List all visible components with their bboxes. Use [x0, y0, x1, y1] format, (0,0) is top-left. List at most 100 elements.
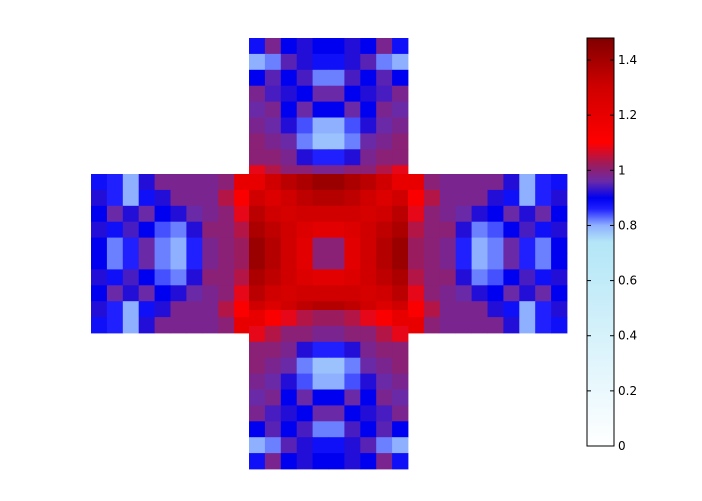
heatmap-cell [91, 205, 108, 223]
heatmap-cell [154, 253, 171, 270]
heatmap-cell [312, 341, 329, 359]
heatmap-cell [519, 285, 536, 302]
heatmap-cell [280, 269, 298, 286]
heatmap-cell [312, 421, 329, 438]
heatmap-cell [296, 189, 313, 207]
heatmap-cell [471, 174, 488, 191]
colorbar-tick-label: 0 [618, 439, 626, 453]
heatmap-cell [376, 69, 393, 87]
heatmap-cell [392, 174, 409, 191]
heatmap-cell [264, 253, 282, 270]
heatmap-cell [392, 149, 409, 166]
heatmap-cell [392, 237, 409, 254]
heatmap-cell [360, 205, 377, 223]
heatmap-cell [471, 189, 488, 207]
heatmap-cell [312, 405, 329, 422]
heatmap-cell [344, 405, 361, 422]
heatmap-cell [296, 373, 313, 390]
heatmap-cell [234, 301, 251, 318]
heatmap-cell [439, 285, 457, 302]
heatmap-cell [154, 301, 171, 318]
heatmap-cell [408, 269, 425, 286]
heatmap-cell [376, 341, 393, 359]
heatmap-cell [249, 38, 266, 55]
heatmap-cell [122, 269, 140, 286]
colorbar-tick-label: 1 [618, 163, 626, 177]
heatmap-cell [280, 53, 298, 71]
heatmap-cell [328, 310, 345, 327]
heatmap-cell [519, 174, 536, 191]
heatmap-cell [328, 149, 345, 166]
heatmap-cell [106, 253, 124, 270]
heatmap-cell [186, 285, 203, 302]
heatmap-cell [535, 189, 552, 207]
heatmap-cell [91, 221, 108, 238]
heatmap-cell [122, 221, 140, 238]
heatmap-cell [328, 453, 345, 470]
heatmap-cell [392, 101, 409, 118]
heatmap-cell [344, 69, 361, 87]
heatmap-cell [360, 310, 377, 327]
heatmap-cell [392, 453, 409, 470]
colorbar: 0 0.2 0.4 0.6 0.8 1 1.2 1.4 [586, 37, 637, 453]
heatmap-cell [91, 269, 108, 286]
heatmap-cell [234, 317, 251, 334]
heatmap-cell [328, 101, 345, 118]
heatmap-cell [186, 317, 203, 334]
heatmap-cell [264, 285, 282, 302]
heatmap-cell [503, 189, 520, 207]
heatmap-cell [186, 221, 203, 238]
heatmap-cell [503, 301, 520, 318]
colorbar-tick-label: 0.4 [618, 329, 637, 343]
heatmap-cell [234, 285, 251, 302]
heatmap-cell [264, 325, 282, 343]
heatmap-cell [280, 405, 298, 422]
heatmap-cell [376, 405, 393, 422]
heatmap-cell [312, 149, 329, 166]
heatmap-cell [439, 253, 457, 270]
heatmap-cell [202, 317, 219, 334]
heatmap-cell [264, 53, 282, 71]
heatmap-cell [344, 149, 361, 166]
heatmap-cell [551, 205, 568, 223]
heatmap-cell [376, 357, 393, 374]
heatmap-cell [408, 285, 425, 302]
heatmap-cell [154, 174, 171, 191]
heatmap-cell [170, 317, 187, 334]
heatmap-cell [249, 269, 266, 286]
heatmap-cell [249, 341, 266, 359]
heatmap-cell [280, 189, 298, 207]
heatmap-cell [551, 237, 568, 254]
heatmap-cell [392, 38, 409, 55]
heatmap-cell [170, 205, 187, 223]
heatmap-cell [170, 189, 187, 207]
heatmap-cell [392, 205, 409, 223]
heatmap-cell [249, 205, 266, 223]
heatmap-cell [423, 317, 441, 334]
heatmap-cell [408, 301, 425, 318]
heatmap-cell [328, 389, 345, 406]
heatmap-cell [519, 317, 536, 334]
heatmap-cell [312, 221, 329, 238]
heatmap-cell [487, 269, 504, 286]
heatmap-cell [551, 221, 568, 238]
heatmap-cell [296, 69, 313, 87]
heatmap-cell [344, 53, 361, 71]
heatmap-cell [296, 310, 313, 327]
heatmap-cell [503, 253, 520, 270]
heatmap-cell [186, 205, 203, 223]
heatmap-cell [344, 117, 361, 134]
heatmap-cell [296, 437, 313, 454]
heatmap-cell [249, 117, 266, 134]
heatmap-cell [455, 174, 472, 191]
heatmap-cell [264, 117, 282, 134]
heatmap-cell [344, 85, 361, 102]
heatmap-cell [296, 357, 313, 374]
heatmap-cell [360, 237, 377, 254]
heatmap-cell [551, 174, 568, 191]
heatmap-cell [439, 205, 457, 223]
heatmap-cell [328, 405, 345, 422]
heatmap-cell [312, 269, 329, 286]
heatmap-cell [186, 237, 203, 254]
heatmap-cell [249, 437, 266, 454]
